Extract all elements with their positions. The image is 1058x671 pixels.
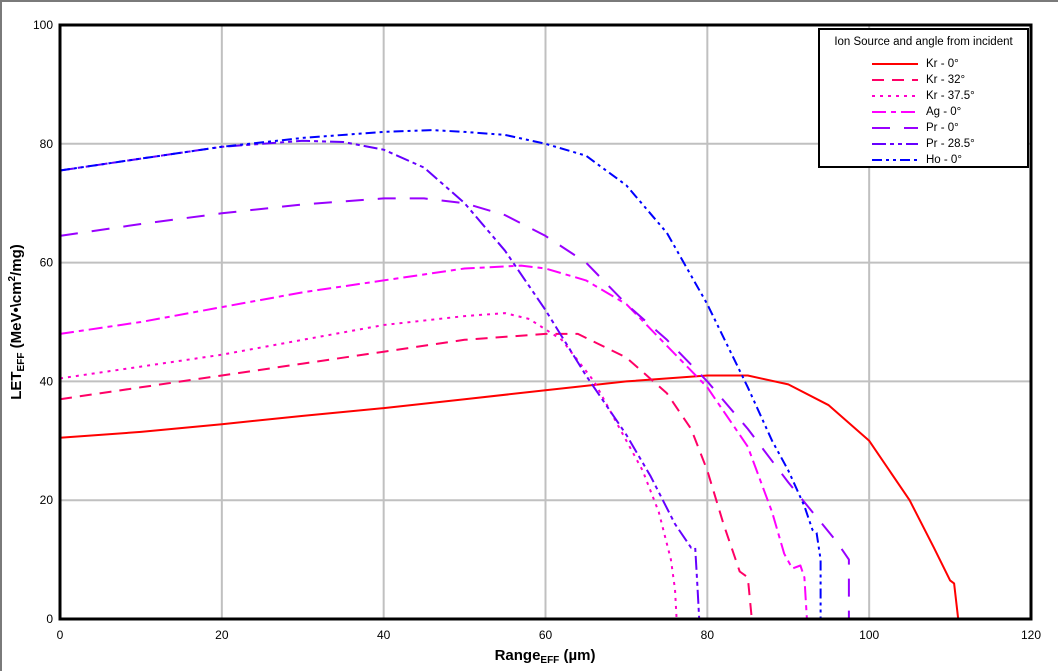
series-line <box>59 129 822 619</box>
series-line <box>59 332 753 620</box>
legend-item: Pr - 0° <box>872 121 959 135</box>
legend-label: Kr - 32° <box>926 74 966 86</box>
legend-label: Pr - 0° <box>926 122 959 134</box>
series-line <box>59 139 701 620</box>
x-tick-label: 60 <box>539 628 553 642</box>
legend-title: Ion Source and angle from incident <box>834 36 1013 48</box>
series-line <box>59 197 850 619</box>
y-tick-label: 60 <box>40 256 54 270</box>
x-tick-label: 40 <box>377 628 391 642</box>
legend-item: Kr - 0° <box>872 57 959 71</box>
legend-line-swatch <box>872 79 918 81</box>
y-tick-label: 20 <box>40 493 54 507</box>
x-tick-label: 120 <box>1021 628 1041 642</box>
legend-line-swatch <box>872 143 918 145</box>
legend-label: Kr - 37.5° <box>926 90 975 102</box>
grid-lines <box>60 25 1031 619</box>
legend-label: Pr - 28.5° <box>926 138 975 150</box>
series-lines <box>59 129 960 620</box>
y-axis-title: LETEFF (MeV•\cm2/mg) <box>7 244 27 400</box>
y-tick-label: 100 <box>33 18 53 32</box>
legend-label: Ag - 0° <box>926 106 962 118</box>
legend-line-swatch <box>872 159 918 161</box>
x-tick-label: 0 <box>57 628 64 642</box>
x-tick-label: 80 <box>701 628 715 642</box>
legend-item: Pr - 28.5° <box>872 137 975 151</box>
x-axis-title: RangeEFF (µm) <box>495 647 596 666</box>
y-tick-label: 40 <box>40 374 54 388</box>
legend-line-swatch <box>872 127 918 129</box>
series-line <box>59 312 678 620</box>
legend-line-swatch <box>872 111 918 113</box>
legend-item: Ag - 0° <box>872 105 961 119</box>
y-tick-label: 0 <box>46 612 53 626</box>
legend-label: Ho - 0° <box>926 154 962 166</box>
y-tick-label: 80 <box>40 137 54 151</box>
legend-label: Kr - 0° <box>926 58 959 70</box>
plot-border <box>58 23 1033 621</box>
x-tick-label: 100 <box>859 628 879 642</box>
legend-line-swatch <box>872 95 918 97</box>
legend-item: Ho - 0° <box>872 153 962 167</box>
series-line <box>59 374 960 620</box>
legend-line-swatch <box>872 63 918 65</box>
x-tick-label: 20 <box>215 628 229 642</box>
legend-item: Kr - 37.5° <box>872 89 975 103</box>
legend: Ion Source and angle from incident Kr - … <box>818 28 1029 168</box>
tick-labels: 0 20 40 60 80 100 120 0 20 40 60 80 100 <box>33 18 1041 642</box>
legend-item: Kr - 32° <box>872 73 965 87</box>
series-line <box>59 264 808 620</box>
